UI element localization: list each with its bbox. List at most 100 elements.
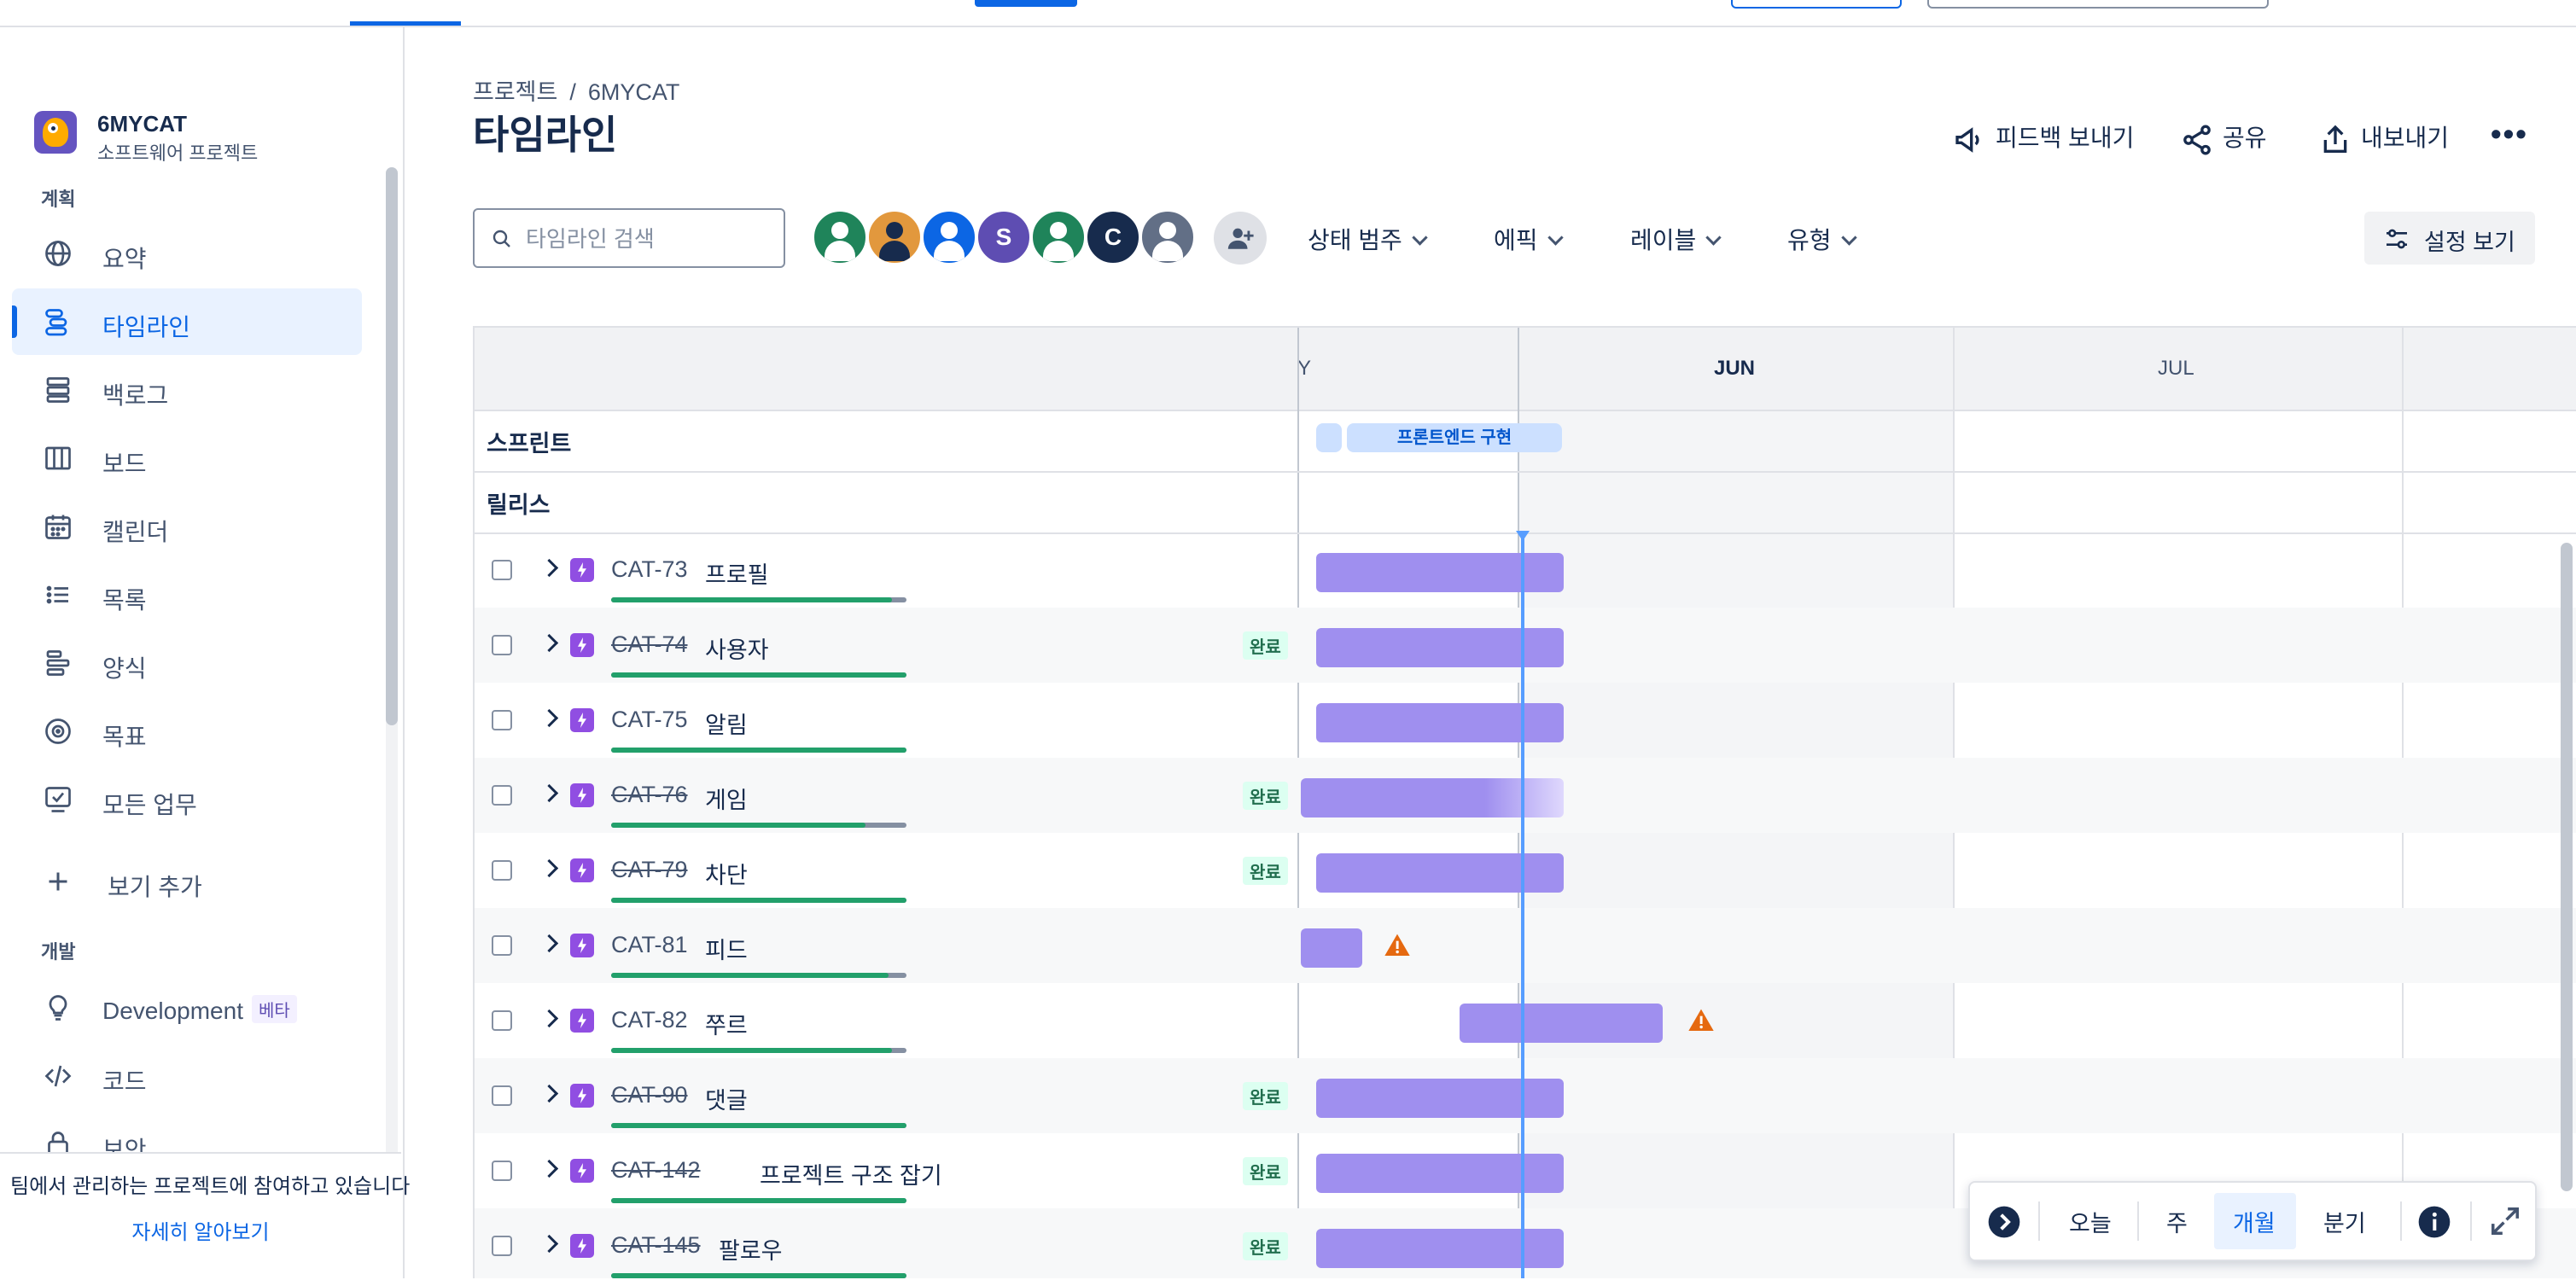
issue-key[interactable]: CAT-73 [611, 556, 688, 582]
sidebar-item-list[interactable]: 목록 [12, 561, 362, 628]
issue-summary[interactable]: 게임 [705, 788, 748, 813]
timeline-bar[interactable] [1301, 928, 1362, 968]
row-checkbox[interactable] [492, 785, 512, 806]
issue-key[interactable]: CAT-90 [611, 1082, 688, 1108]
issue-key[interactable]: CAT-74 [611, 631, 688, 657]
label-filter[interactable]: 레이블 [1630, 222, 1722, 256]
issue-summary[interactable]: 피드 [705, 938, 748, 963]
table-row[interactable]: CAT-79 차단 완료 [475, 833, 2576, 908]
expand-chevron-icon[interactable] [539, 1234, 559, 1254]
zoom-today-button[interactable]: 오늘 [2069, 1211, 2112, 1236]
issue-summary[interactable]: 프로젝트 구조 잡기 [760, 1163, 942, 1189]
learn-more-link[interactable]: 자세히 알아보기 [131, 1221, 270, 1244]
table-row[interactable]: CAT-90 댓글 완료 [475, 1058, 2576, 1133]
table-row[interactable]: CAT-73 프로필 [475, 532, 2576, 608]
row-checkbox[interactable] [492, 1236, 512, 1256]
expand-chevron-icon[interactable] [539, 934, 559, 953]
type-filter[interactable]: 유형 [1787, 222, 1857, 256]
avatar[interactable] [920, 208, 978, 266]
avatar[interactable] [811, 208, 869, 266]
timeline-bar[interactable] [1316, 1154, 1564, 1193]
expand-chevron-icon[interactable] [539, 783, 559, 803]
timeline-scrollbar[interactable] [2561, 543, 2573, 1191]
timeline-search[interactable] [473, 208, 785, 268]
issue-key[interactable]: CAT-142 [611, 1157, 701, 1183]
more-actions-icon[interactable]: ••• [2491, 116, 2528, 151]
table-row[interactable]: CAT-75 알림 [475, 683, 2576, 758]
top-create-button[interactable] [975, 0, 1077, 7]
view-settings-button[interactable]: 설정 보기 [2364, 212, 2535, 265]
row-checkbox[interactable] [492, 935, 512, 956]
info-icon[interactable] [2417, 1205, 2451, 1239]
sidebar-item-all-work[interactable]: 모든 업무 [12, 766, 362, 833]
warning-icon[interactable] [1687, 1007, 1716, 1034]
project-name[interactable]: 6MYCAT [97, 111, 187, 137]
table-row[interactable]: CAT-82 쭈르 [475, 983, 2576, 1058]
avatar[interactable] [1139, 208, 1197, 266]
top-outline-button[interactable] [1731, 0, 1902, 9]
add-people-button[interactable] [1214, 212, 1267, 265]
issue-key[interactable]: CAT-79 [611, 857, 688, 882]
zoom-quarter-button[interactable]: 분기 [2323, 1211, 2366, 1236]
export-button[interactable]: 내보내기 [2318, 119, 2449, 157]
avatar[interactable] [865, 208, 924, 266]
sidebar-item-timeline[interactable]: 타임라인 [12, 288, 362, 355]
avatar[interactable]: S [975, 208, 1033, 266]
issue-key[interactable]: CAT-81 [611, 932, 688, 957]
sidebar-item-backlog[interactable]: 백로그 [12, 357, 362, 423]
sidebar-item-calendar[interactable]: 캘린더 [12, 493, 362, 560]
row-checkbox[interactable] [492, 710, 512, 730]
issue-key[interactable]: CAT-82 [611, 1007, 688, 1033]
row-checkbox[interactable] [492, 1161, 512, 1181]
share-button[interactable]: 공유 [2180, 119, 2267, 157]
sidebar-item-development[interactable]: Development 베타 [12, 975, 362, 1041]
epic-filter[interactable]: 에픽 [1494, 222, 1564, 256]
issue-summary[interactable]: 팔로우 [719, 1238, 783, 1264]
timeline-bar[interactable] [1316, 853, 1564, 893]
sidebar-item-form[interactable]: 양식 [12, 630, 362, 696]
sprint-pill[interactable]: 프론트엔드 구현 [1347, 423, 1562, 452]
breadcrumb-projects[interactable]: 프로젝트 [473, 79, 558, 105]
breadcrumb-project[interactable]: 6MYCAT [587, 79, 680, 105]
collapse-sidebar-icon[interactable] [1987, 1205, 2021, 1239]
timeline-bar[interactable] [1316, 1079, 1564, 1118]
expand-chevron-icon[interactable] [539, 708, 559, 728]
sidebar-item-goals[interactable]: 목표 [12, 698, 362, 765]
status-category-filter[interactable]: 상태 범주 [1308, 222, 1428, 256]
issue-key[interactable]: CAT-75 [611, 707, 688, 732]
table-row[interactable]: CAT-81 피드 [475, 908, 2576, 983]
issue-key[interactable]: CAT-145 [611, 1232, 701, 1258]
issue-summary[interactable]: 댓글 [705, 1088, 748, 1114]
issue-summary[interactable]: 알림 [705, 713, 748, 738]
expand-chevron-icon[interactable] [539, 1159, 559, 1178]
feedback-button[interactable]: 피드백 보내기 [1953, 119, 2134, 157]
avatar[interactable]: C [1084, 208, 1142, 266]
timeline-bar[interactable] [1316, 1229, 1564, 1268]
sidebar-item-summary[interactable]: 요약 [12, 220, 362, 287]
timeline-bar[interactable] [1301, 778, 1564, 817]
fullscreen-icon[interactable] [2489, 1205, 2521, 1237]
sprint-pill-small[interactable] [1316, 423, 1342, 452]
add-view-button[interactable]: 보기 추가 [12, 848, 362, 915]
sidebar-item-board[interactable]: 보드 [12, 425, 362, 492]
zoom-week-button[interactable]: 주 [2166, 1211, 2188, 1236]
expand-chevron-icon[interactable] [539, 1084, 559, 1103]
row-checkbox[interactable] [492, 1085, 512, 1106]
issue-summary[interactable]: 프로필 [705, 562, 769, 588]
row-checkbox[interactable] [492, 635, 512, 655]
warning-icon[interactable] [1383, 932, 1412, 959]
issue-key[interactable]: CAT-76 [611, 782, 688, 807]
timeline-bar[interactable] [1316, 703, 1564, 742]
table-row[interactable]: CAT-76 게임 완료 [475, 758, 2576, 833]
expand-chevron-icon[interactable] [539, 558, 559, 578]
expand-chevron-icon[interactable] [539, 858, 559, 878]
issue-summary[interactable]: 쭈르 [705, 1013, 748, 1039]
row-checkbox[interactable] [492, 1010, 512, 1031]
sidebar-item-code[interactable]: 코드 [12, 1043, 362, 1109]
table-row[interactable]: CAT-74 사용자 완료 [475, 608, 2576, 683]
issue-summary[interactable]: 차단 [705, 863, 748, 888]
timeline-bar[interactable] [1316, 628, 1564, 667]
row-checkbox[interactable] [492, 860, 512, 881]
avatar[interactable] [1029, 208, 1087, 266]
zoom-month-button[interactable]: 개월 [2233, 1211, 2276, 1236]
